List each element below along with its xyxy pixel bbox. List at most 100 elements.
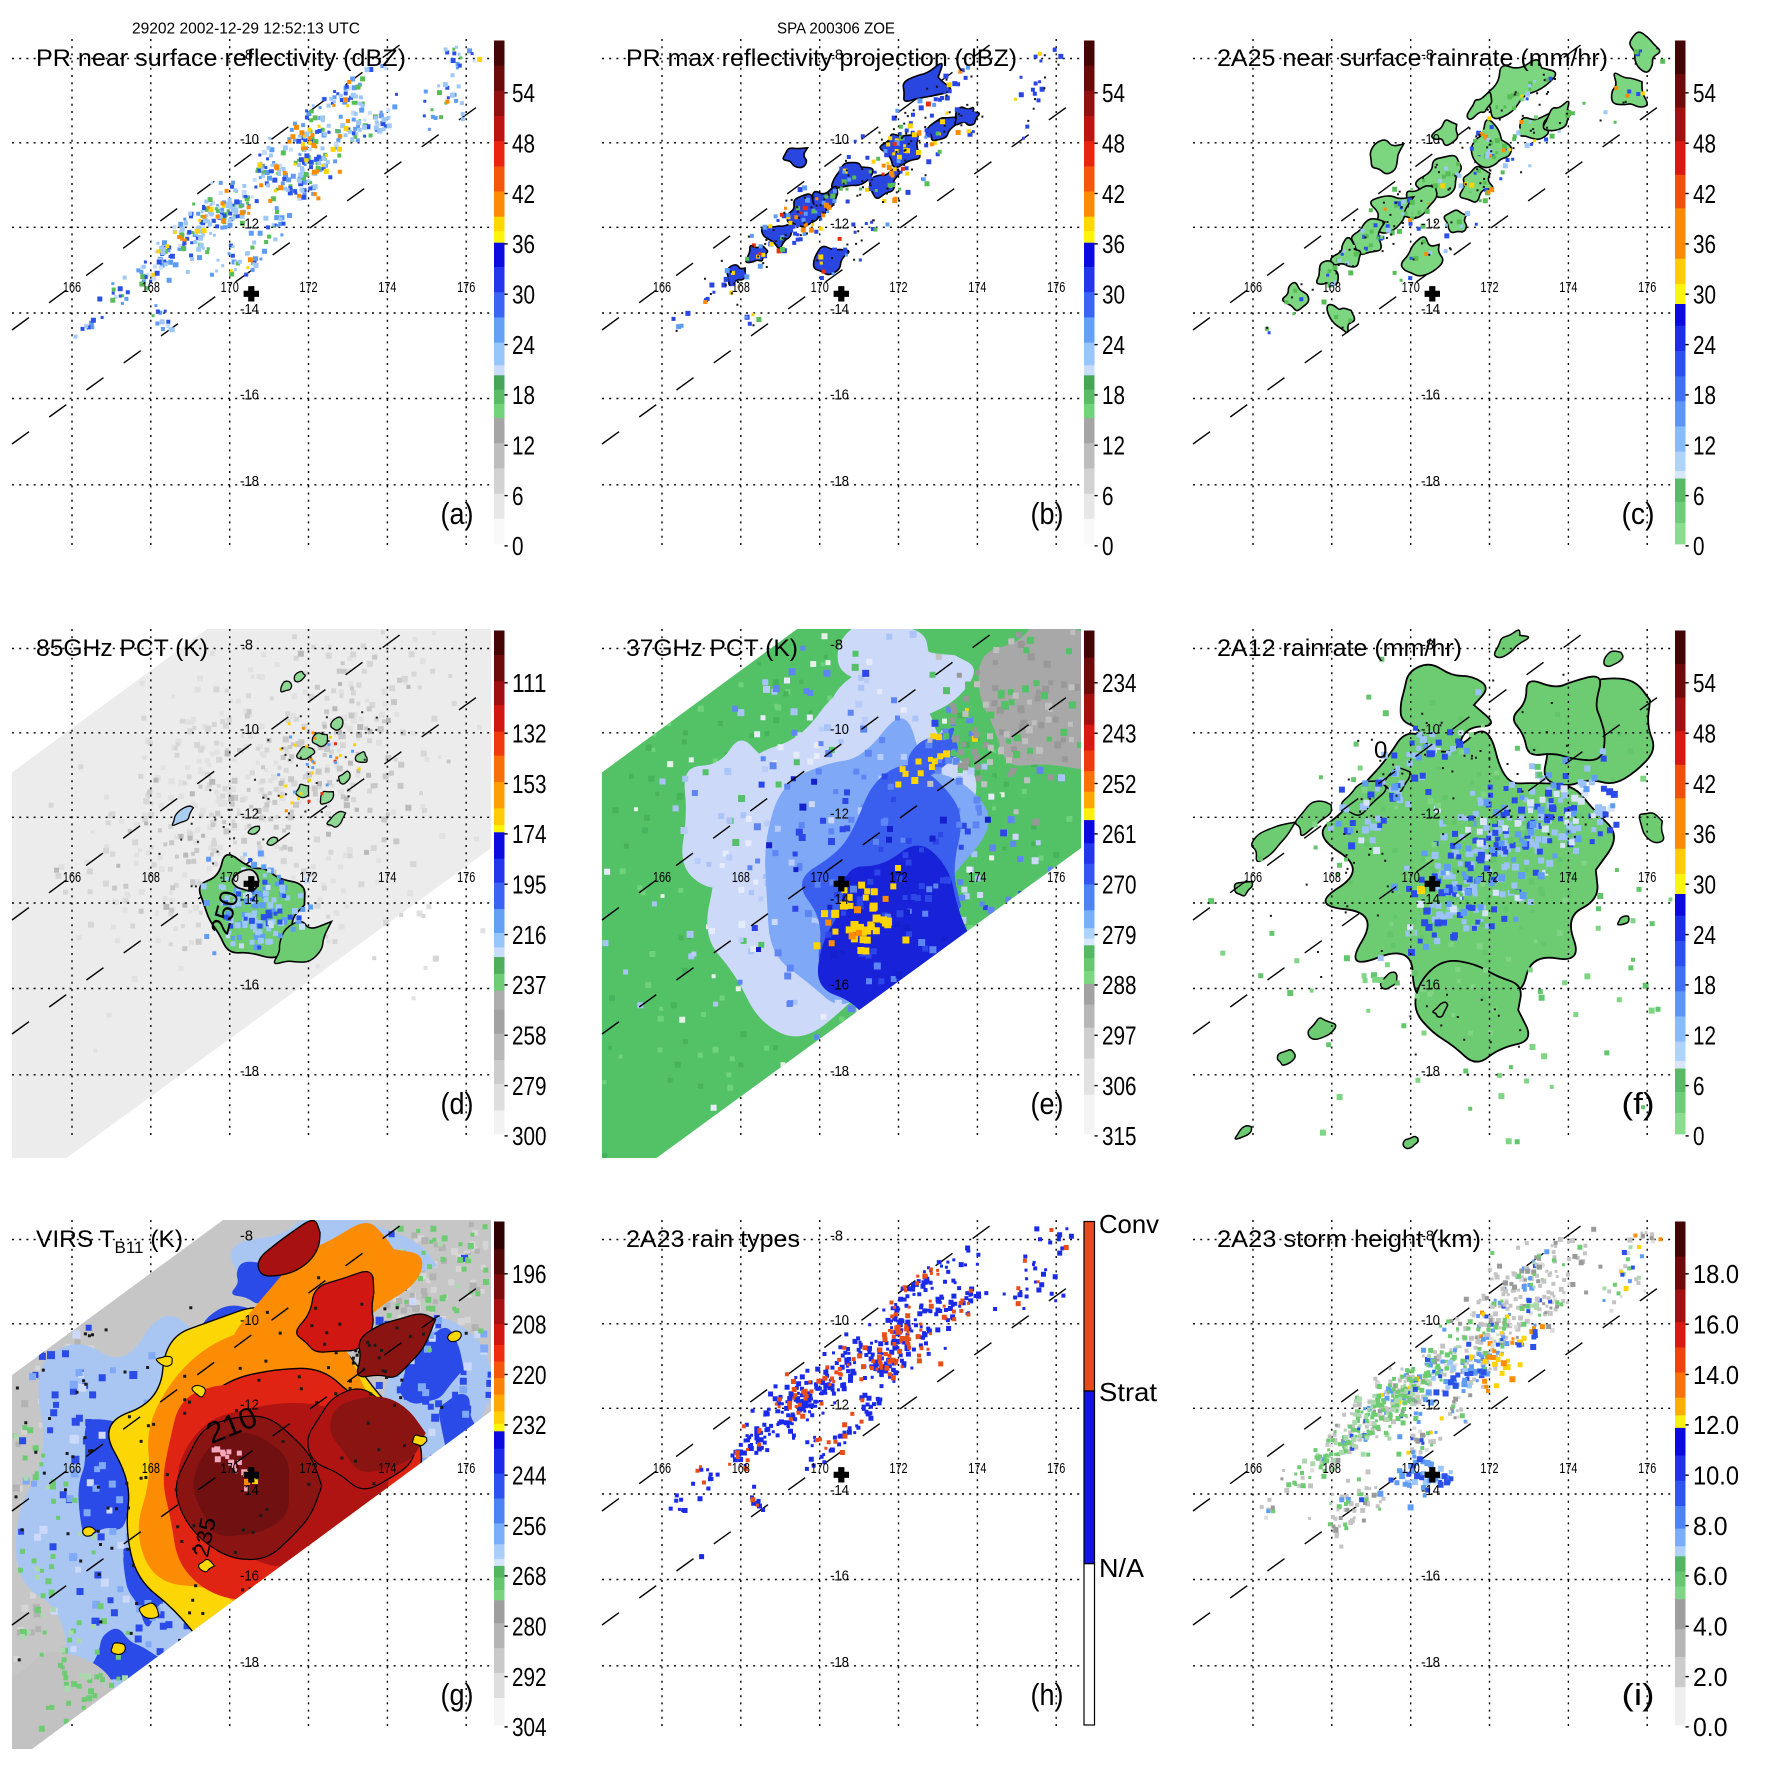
svg-text:153: 153: [512, 769, 547, 799]
svg-text:18.0: 18.0: [1693, 1259, 1739, 1289]
svg-text:174: 174: [968, 280, 986, 296]
svg-text:-8: -8: [240, 638, 253, 654]
svg-text:-16: -16: [1421, 388, 1440, 404]
svg-text:-12: -12: [240, 217, 259, 233]
svg-text:292: 292: [512, 1662, 547, 1692]
svg-text:-18: -18: [1421, 474, 1440, 490]
svg-text:-16: -16: [1421, 978, 1440, 994]
svg-text:54: 54: [1693, 668, 1716, 698]
svg-text:16.0: 16.0: [1693, 1310, 1739, 1340]
svg-text:14.0: 14.0: [1693, 1360, 1739, 1390]
svg-text:12.0: 12.0: [1693, 1410, 1739, 1440]
svg-text:166: 166: [653, 870, 671, 886]
svg-text:176: 176: [1047, 1461, 1065, 1477]
svg-text:174: 174: [1559, 280, 1577, 296]
svg-text:30: 30: [1102, 280, 1125, 310]
svg-text:176: 176: [457, 1461, 475, 1477]
svg-text:172: 172: [1480, 1461, 1498, 1477]
svg-text:-10: -10: [1421, 722, 1440, 738]
svg-text:-12: -12: [830, 217, 849, 233]
svg-text:111: 111: [512, 668, 547, 698]
svg-text:-18: -18: [830, 1064, 849, 1080]
svg-text:166: 166: [1244, 870, 1262, 886]
svg-text:29202 2002-12-29 12:52:13 UTC: 29202 2002-12-29 12:52:13 UTC: [132, 21, 360, 38]
svg-text:-8: -8: [1421, 638, 1434, 654]
svg-text:48: 48: [1102, 129, 1125, 159]
svg-text:174: 174: [378, 1461, 396, 1477]
svg-text:168: 168: [142, 870, 160, 886]
svg-text:-10: -10: [240, 722, 259, 738]
svg-text:54: 54: [512, 78, 535, 108]
svg-text:8.0: 8.0: [1693, 1511, 1728, 1541]
svg-text:166: 166: [653, 280, 671, 296]
svg-text:-14: -14: [240, 302, 259, 318]
svg-text:-10: -10: [830, 722, 849, 738]
svg-text:166: 166: [63, 870, 81, 886]
svg-text:(b): (b): [1031, 497, 1064, 531]
svg-text:Strat: Strat: [1099, 1377, 1158, 1407]
svg-text:172: 172: [299, 280, 317, 296]
svg-text:6: 6: [1693, 481, 1705, 511]
svg-text:PR near surface reflectivity (: PR near surface reflectivity (dBZ): [36, 45, 406, 72]
svg-text:85GHz PCT (K): 85GHz PCT (K): [36, 635, 208, 662]
svg-text:18: 18: [1693, 970, 1716, 1000]
svg-text:170: 170: [221, 280, 239, 296]
svg-text:256: 256: [512, 1511, 547, 1541]
svg-text:176: 176: [1638, 280, 1656, 296]
svg-text:252: 252: [1102, 769, 1137, 799]
svg-text:6: 6: [1102, 481, 1114, 511]
svg-text:279: 279: [512, 1071, 547, 1101]
svg-text:36: 36: [1693, 229, 1716, 259]
svg-text:170: 170: [811, 1461, 829, 1477]
svg-text:42: 42: [512, 179, 535, 209]
svg-text:-14: -14: [830, 892, 849, 908]
svg-text:174: 174: [512, 819, 547, 849]
svg-text:(f): (f): [1622, 1087, 1655, 1121]
svg-text:36: 36: [512, 229, 535, 259]
svg-text:176: 176: [1047, 870, 1065, 886]
svg-text:42: 42: [1693, 769, 1716, 799]
svg-text:0: 0: [512, 531, 524, 561]
svg-text:-18: -18: [240, 1064, 259, 1080]
svg-text:-18: -18: [1421, 1655, 1440, 1671]
svg-text:170: 170: [1402, 280, 1420, 296]
svg-text:170: 170: [221, 870, 239, 886]
svg-text:-16: -16: [830, 388, 849, 404]
svg-text:18: 18: [512, 380, 535, 410]
svg-text:0: 0: [1693, 1121, 1705, 1151]
svg-text:279: 279: [1102, 920, 1137, 950]
svg-text:-8: -8: [1421, 48, 1434, 64]
svg-text:0: 0: [1102, 531, 1114, 561]
svg-text:-12: -12: [830, 1398, 849, 1414]
svg-text:176: 176: [1638, 1461, 1656, 1477]
svg-text:42: 42: [1693, 179, 1716, 209]
svg-text:261: 261: [1102, 819, 1137, 849]
svg-text:-10: -10: [830, 132, 849, 148]
svg-text:12: 12: [512, 431, 535, 461]
svg-text:-18: -18: [830, 1655, 849, 1671]
svg-text:166: 166: [1244, 1461, 1262, 1477]
svg-text:-16: -16: [830, 978, 849, 994]
svg-text:-10: -10: [1421, 1313, 1440, 1329]
svg-text:172: 172: [299, 1461, 317, 1477]
svg-text:(c): (c): [1622, 497, 1655, 531]
svg-text:12: 12: [1693, 431, 1716, 461]
svg-text:306: 306: [1102, 1071, 1137, 1101]
svg-text:300: 300: [512, 1121, 547, 1151]
svg-text:PR max reflectivity projection: PR max reflectivity projection (dBZ): [626, 45, 1017, 72]
svg-text:-18: -18: [240, 1655, 259, 1671]
svg-text:234: 234: [1102, 668, 1137, 698]
svg-text:168: 168: [732, 280, 750, 296]
svg-text:10.0: 10.0: [1693, 1461, 1739, 1491]
svg-text:-12: -12: [240, 807, 259, 823]
svg-text:-16: -16: [1421, 1569, 1440, 1585]
svg-text:-8: -8: [830, 48, 843, 64]
svg-text:268: 268: [512, 1561, 547, 1591]
svg-text:244: 244: [512, 1461, 547, 1491]
svg-text:-18: -18: [830, 474, 849, 490]
svg-text:30: 30: [512, 280, 535, 310]
svg-text:2A23 storm height (km): 2A23 storm height (km): [1217, 1226, 1481, 1253]
svg-text:174: 174: [378, 870, 396, 886]
svg-text:2.0: 2.0: [1693, 1662, 1728, 1692]
svg-text:6: 6: [1693, 1071, 1705, 1101]
